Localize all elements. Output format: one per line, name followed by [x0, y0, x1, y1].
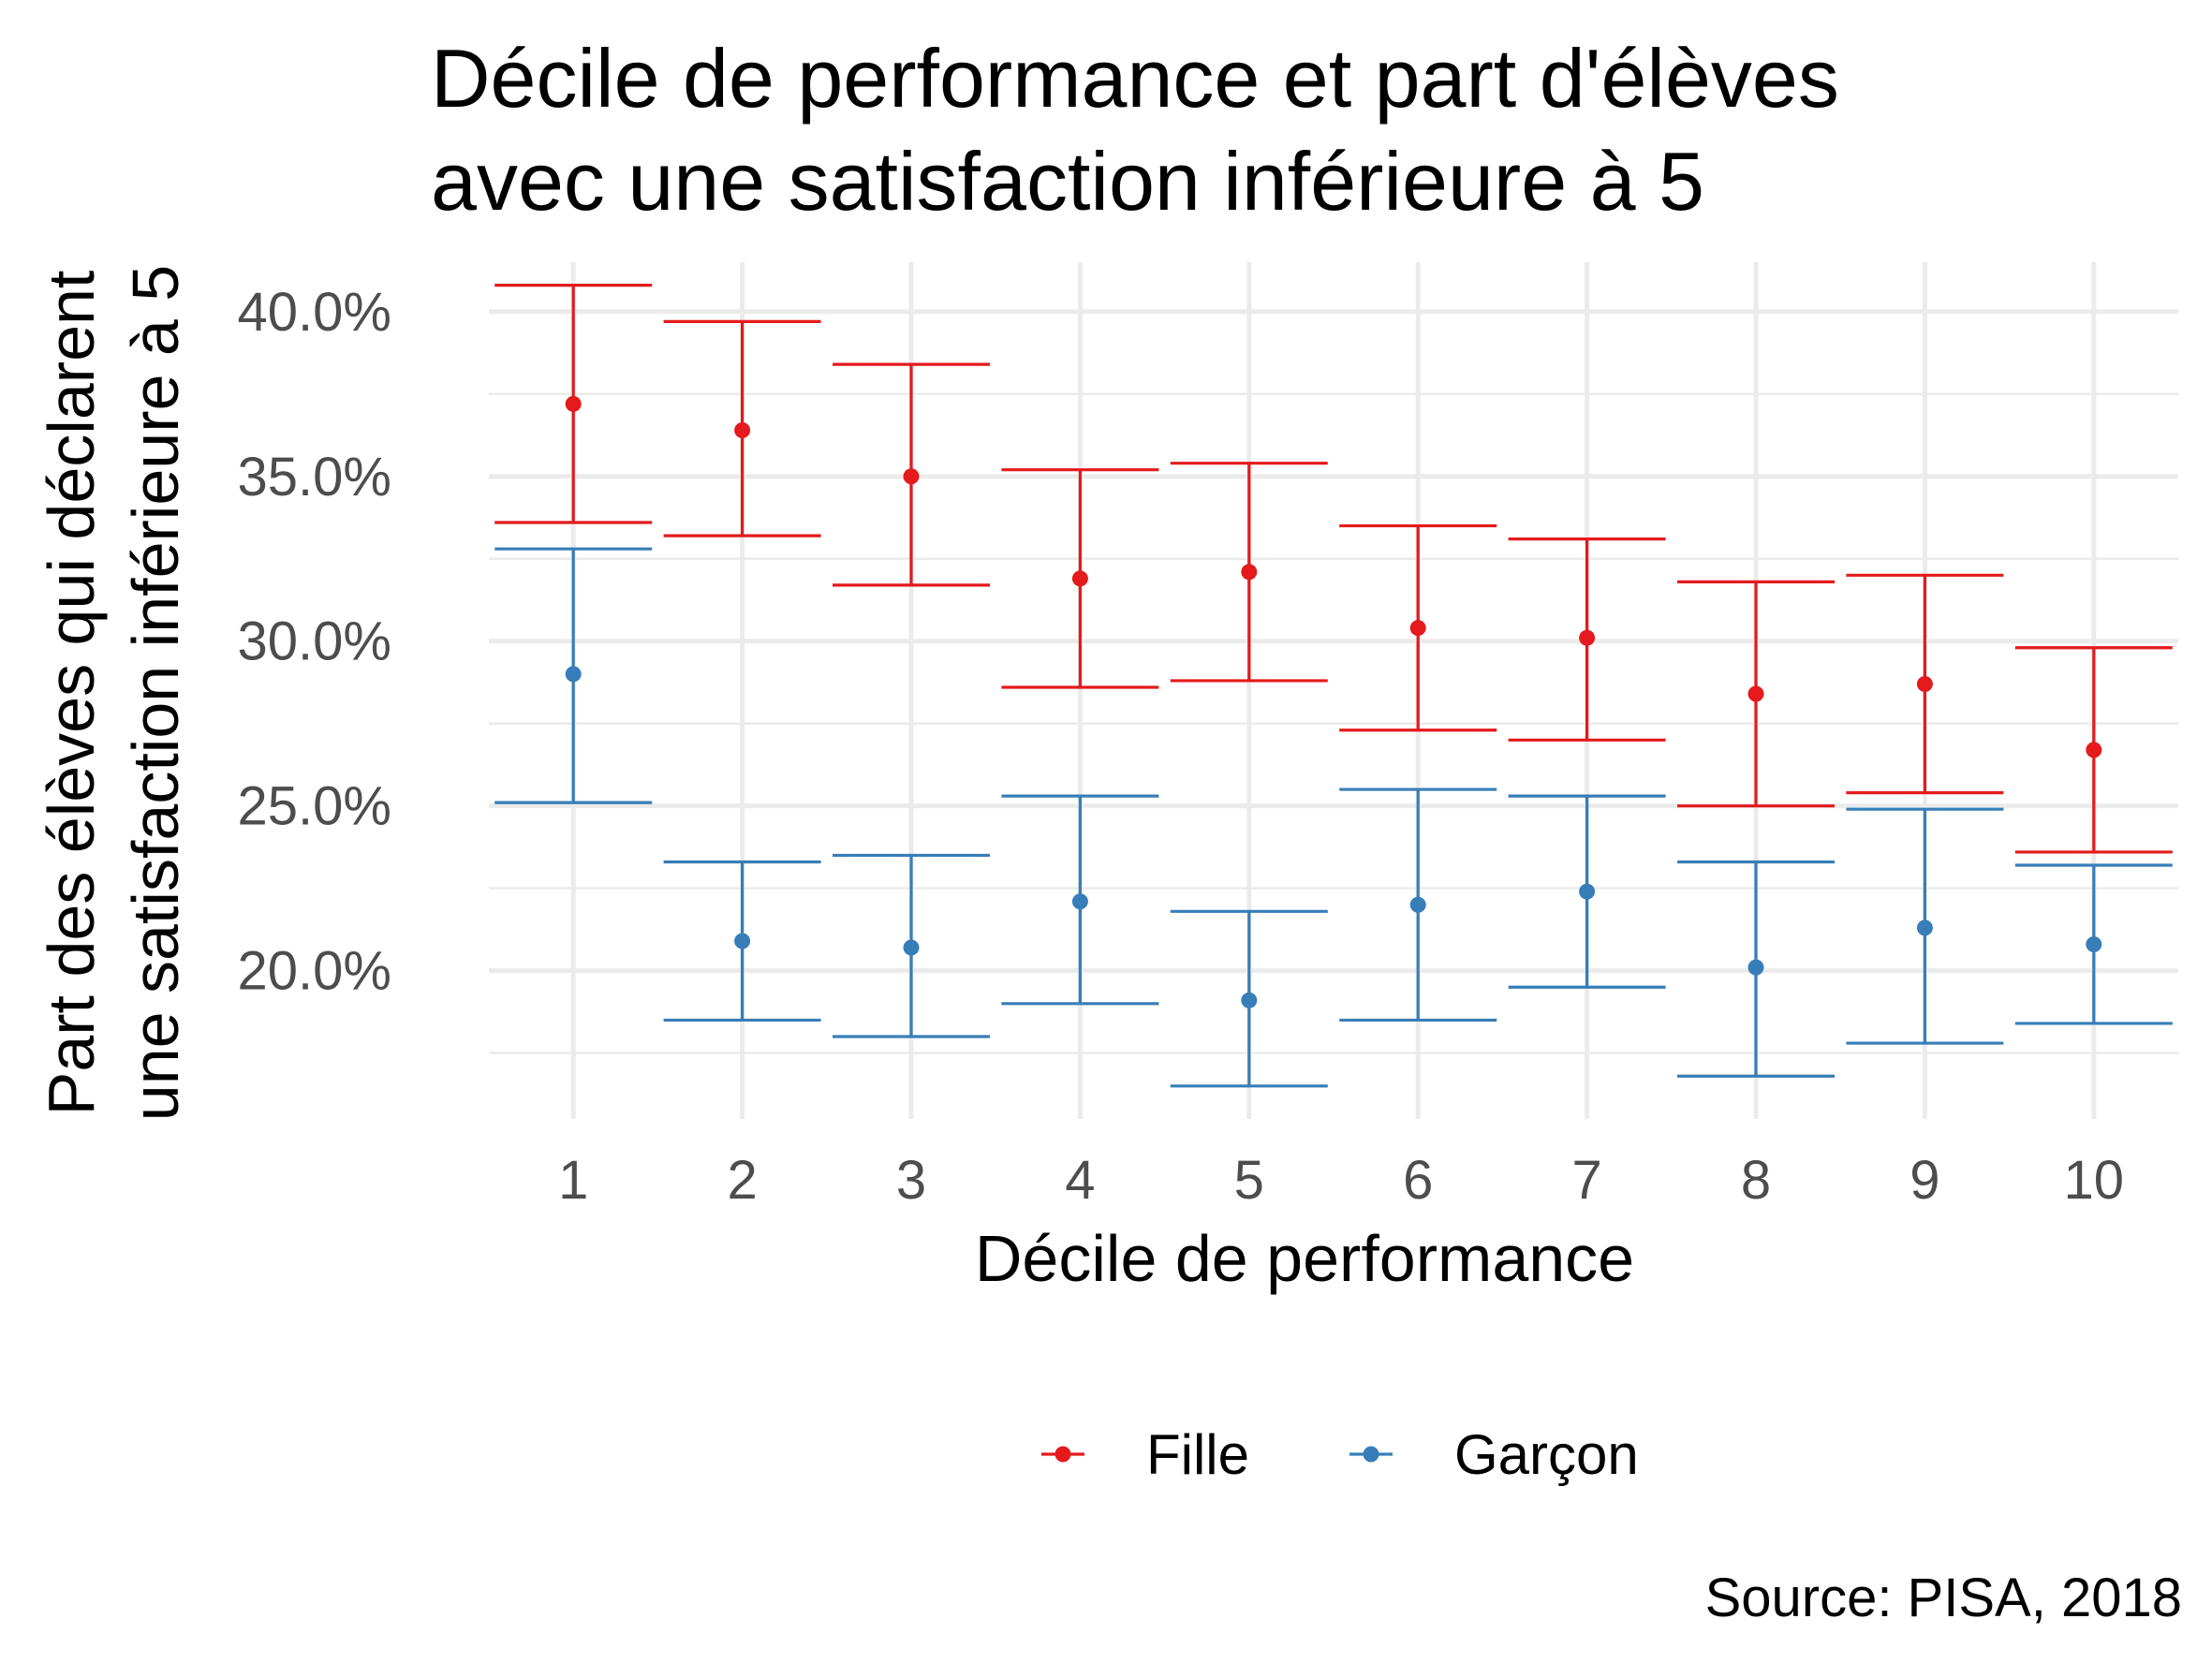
- x-axis-ticks: 1 2 3 4 5 6 7 8 9 10: [558, 1150, 2124, 1211]
- data-point: [565, 395, 582, 412]
- legend-label: Garçon: [1454, 1423, 1639, 1486]
- x-tick-label: 9: [1910, 1150, 1939, 1211]
- data-point: [1579, 883, 1596, 900]
- data-point: [903, 468, 920, 485]
- data-point: [1916, 920, 1933, 936]
- legend-key-point: [1363, 1446, 1379, 1463]
- y-tick-label: 30.0%: [238, 611, 391, 672]
- x-tick-label: 5: [1234, 1150, 1264, 1211]
- x-tick-label: 4: [1065, 1150, 1095, 1211]
- x-tick-label: 7: [1571, 1150, 1601, 1211]
- x-tick-label: 3: [896, 1150, 926, 1211]
- x-tick-label: 8: [1741, 1150, 1771, 1211]
- legend-item: Fille: [1041, 1423, 1249, 1486]
- series-gar-on: [494, 547, 2173, 1088]
- x-tick-label: 6: [1403, 1150, 1433, 1211]
- data-point: [1241, 564, 1258, 581]
- y-tick-label: 35.0%: [238, 447, 391, 508]
- data-point: [565, 666, 582, 683]
- x-tick-label: 2: [727, 1150, 757, 1211]
- legend-label: Fille: [1146, 1423, 1249, 1486]
- x-tick-label: 10: [2064, 1150, 2125, 1211]
- y-tick-label: 20.0%: [238, 941, 391, 1002]
- data-point: [2086, 935, 2102, 952]
- data-point: [1409, 620, 1426, 637]
- plot-area: [494, 284, 2173, 1088]
- y-tick-label: 40.0%: [238, 282, 391, 343]
- data-point: [1579, 629, 1596, 646]
- data-point: [1916, 675, 1933, 692]
- data-point: [2086, 742, 2102, 758]
- legend: Fille Garçon: [1041, 1423, 1639, 1486]
- data-point: [1747, 959, 1764, 976]
- data-point: [1071, 893, 1088, 910]
- data-point: [734, 421, 751, 438]
- chart-title-line-2: avec une satisfaction inférieure à 5: [431, 135, 1704, 228]
- data-point: [734, 933, 751, 949]
- data-point: [1747, 685, 1764, 702]
- y-axis-ticks: 20.0% 25.0% 30.0% 35.0% 40.0%: [238, 282, 391, 1002]
- legend-item: Garçon: [1349, 1423, 1639, 1486]
- y-axis-title-line-2: une satisfaction inférieure à 5: [119, 265, 192, 1121]
- y-axis-title-line-1: Part des élèves qui déclarent: [35, 271, 108, 1116]
- data-point: [1409, 896, 1426, 913]
- source-caption: Source: PISA, 2018: [1705, 1567, 2182, 1628]
- data-point: [1071, 570, 1088, 587]
- y-axis-title: Part des élèves qui déclarent une satisf…: [35, 265, 192, 1121]
- data-point: [1241, 992, 1258, 1008]
- chart-title-line-1: Décile de performance et part d'élèves: [431, 32, 1839, 125]
- x-tick-label: 1: [558, 1150, 588, 1211]
- data-point: [903, 939, 920, 956]
- x-axis-title: Décile de performance: [975, 1222, 1634, 1295]
- legend-key-point: [1054, 1446, 1071, 1463]
- series-fille: [494, 284, 2173, 854]
- y-tick-label: 25.0%: [238, 776, 391, 837]
